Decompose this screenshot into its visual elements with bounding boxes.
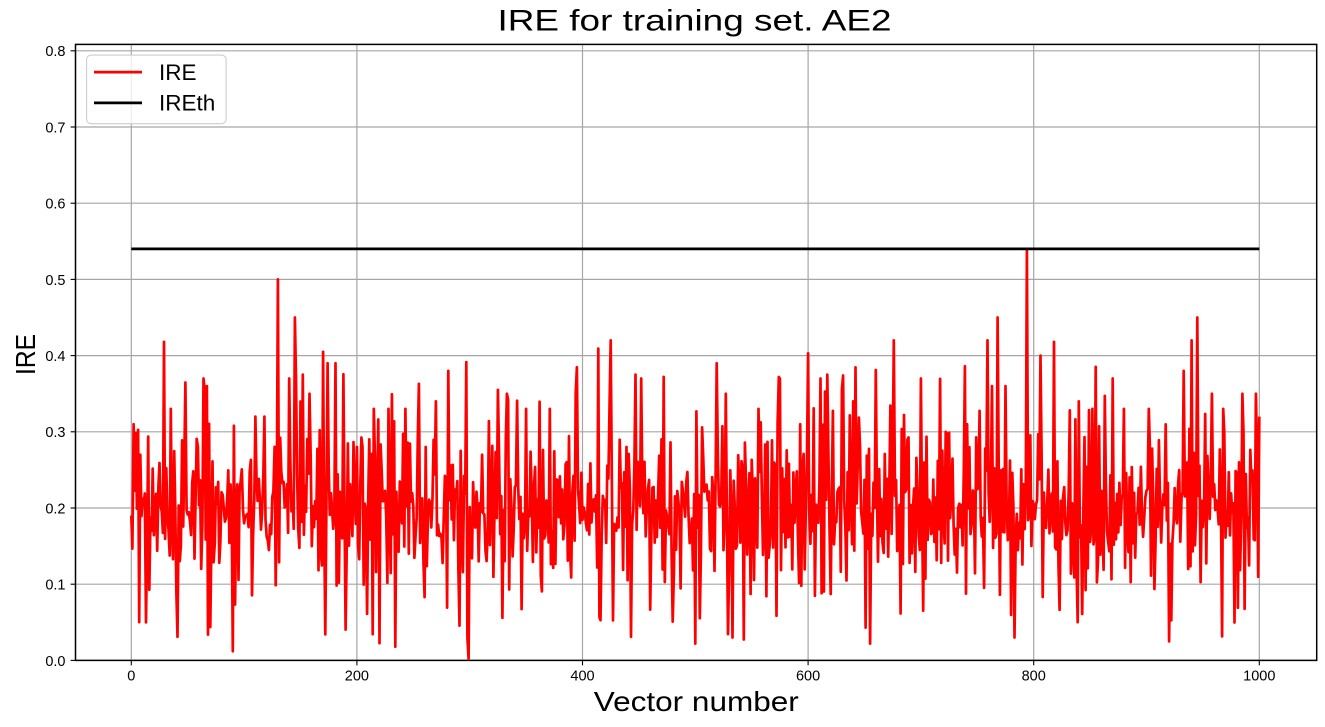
svg-text:200: 200 bbox=[345, 669, 369, 685]
svg-text:0.0: 0.0 bbox=[45, 654, 65, 670]
svg-text:0.2: 0.2 bbox=[45, 501, 65, 517]
svg-text:0.6: 0.6 bbox=[45, 197, 65, 213]
svg-text:0.1: 0.1 bbox=[45, 578, 65, 594]
svg-text:1000: 1000 bbox=[1243, 669, 1275, 685]
svg-text:400: 400 bbox=[570, 669, 594, 685]
svg-text:800: 800 bbox=[1022, 669, 1046, 685]
svg-text:IRE: IRE bbox=[159, 60, 197, 85]
svg-text:600: 600 bbox=[796, 669, 820, 685]
svg-text:IREth: IREth bbox=[159, 91, 215, 116]
svg-text:0: 0 bbox=[127, 669, 135, 685]
svg-text:0.3: 0.3 bbox=[45, 425, 65, 441]
svg-text:0.7: 0.7 bbox=[45, 120, 65, 136]
svg-text:IRE: IRE bbox=[10, 334, 41, 375]
svg-text:IRE for training set. AE2: IRE for training set. AE2 bbox=[498, 5, 892, 38]
svg-text:0.5: 0.5 bbox=[45, 273, 65, 289]
svg-text:Vector number: Vector number bbox=[594, 686, 799, 717]
svg-text:0.8: 0.8 bbox=[45, 44, 65, 60]
svg-text:0.4: 0.4 bbox=[45, 349, 65, 365]
